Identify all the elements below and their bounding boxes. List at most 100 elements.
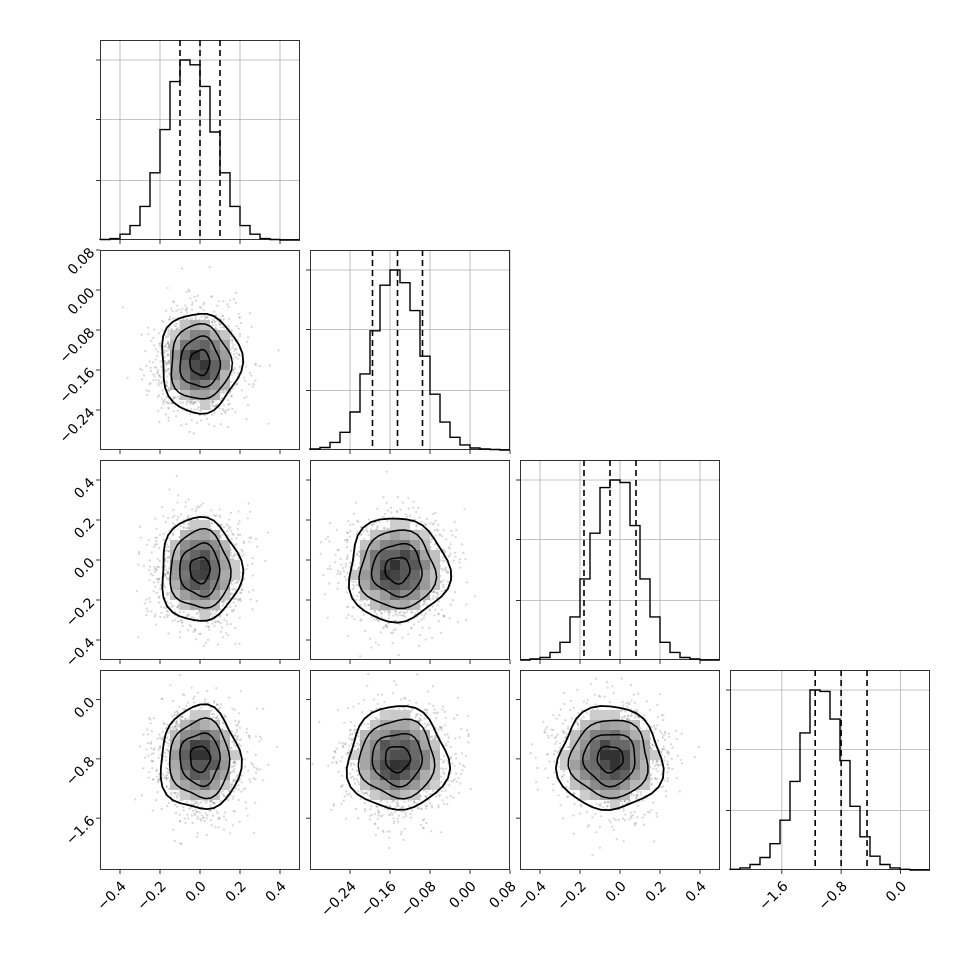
scatter-point [166, 723, 169, 726]
scatter-point [155, 543, 158, 546]
scatter-point [235, 728, 239, 732]
scatter-point [445, 538, 448, 541]
scatter-point [222, 318, 225, 321]
scatter-point [329, 568, 332, 571]
density-cell [170, 760, 180, 770]
scatter-point [213, 319, 216, 322]
scatter-point [348, 744, 351, 747]
scatter-point [376, 526, 379, 529]
scatter-point [412, 500, 415, 503]
scatter-point [145, 394, 149, 397]
scatter-point [213, 801, 216, 805]
scatter-point [213, 425, 216, 428]
scatter-point [454, 752, 457, 756]
scatter-point [244, 379, 247, 382]
scatter-point [166, 340, 169, 343]
scatter-point [437, 593, 440, 596]
scatter-point [388, 609, 391, 612]
scatter-point [371, 523, 374, 527]
scatter-point [164, 309, 168, 312]
density-cell [170, 550, 180, 560]
scatter-point [337, 549, 340, 552]
scatter-point [251, 385, 254, 388]
scatter-point [247, 502, 250, 505]
scatter-point [442, 771, 445, 774]
scatter-point [415, 510, 418, 513]
scatter-point [194, 315, 197, 318]
scatter-point [252, 589, 255, 592]
scatter-point [175, 720, 179, 723]
scatter-point [447, 779, 450, 782]
scatter-point [239, 744, 242, 747]
scatter-point [362, 613, 365, 616]
scatter-point [196, 804, 199, 808]
scatter-point [183, 817, 186, 820]
scatter-point [227, 324, 230, 327]
density-cell [200, 390, 210, 400]
scatter-point [167, 416, 170, 419]
scatter-point [235, 537, 238, 540]
scatter-point [409, 611, 412, 614]
density-cell [180, 570, 190, 580]
density-cell [230, 750, 240, 760]
scatter-point [143, 602, 146, 605]
density-cell [200, 360, 210, 370]
scatter-point [239, 578, 242, 581]
scatter-point [428, 702, 431, 705]
scatter-point [165, 776, 168, 779]
scatter-point [150, 747, 153, 750]
scatter-point [442, 768, 445, 771]
scatter-point [198, 505, 201, 508]
density-cell [200, 710, 210, 720]
scatter-point [144, 756, 147, 759]
scatter-point [404, 513, 407, 516]
scatter-point [210, 824, 213, 827]
scatter-point [246, 750, 249, 753]
scatter-point [360, 618, 363, 621]
scatter-point [140, 794, 143, 797]
scatter-point [267, 763, 270, 767]
scatter-point [191, 317, 194, 320]
scatter-point [193, 802, 196, 805]
scatter-point [355, 778, 358, 781]
scatter-point [373, 618, 376, 621]
density-cell [370, 560, 380, 570]
density-cell [180, 360, 190, 370]
scatter-point [220, 412, 223, 415]
scatter-point [166, 591, 169, 594]
scatter-point [234, 347, 237, 350]
scatter-point [328, 521, 331, 525]
scatter-point [217, 663, 219, 665]
scatter-point [233, 764, 236, 767]
scatter-point [435, 795, 438, 798]
scatter-point [449, 543, 452, 546]
scatter-point [163, 574, 166, 577]
scatter-point [353, 586, 356, 589]
scatter-point [166, 342, 170, 345]
density-cell [180, 340, 190, 350]
scatter-point [238, 820, 241, 823]
density-cell [170, 590, 180, 600]
scatter-point [355, 807, 358, 811]
scatter-point [425, 523, 428, 526]
scatter-point [167, 556, 170, 559]
scatter-point [173, 324, 176, 327]
scatter-point [429, 801, 432, 805]
scatter-point [232, 353, 236, 356]
scatter-point [239, 333, 242, 336]
scatter-point [375, 707, 378, 710]
scatter-point [158, 375, 161, 378]
scatter-point [158, 394, 161, 397]
scatter-point [336, 587, 339, 590]
scatter-point [168, 333, 171, 336]
scatter-point [159, 746, 162, 750]
scatter-point [227, 305, 230, 308]
scatter-point [180, 311, 183, 314]
scatter-point [185, 307, 188, 310]
scatter-point [339, 571, 342, 574]
scatter-point [346, 531, 349, 535]
scatter-point [363, 538, 366, 541]
scatter-point [259, 735, 262, 739]
scatter-point [443, 615, 446, 618]
